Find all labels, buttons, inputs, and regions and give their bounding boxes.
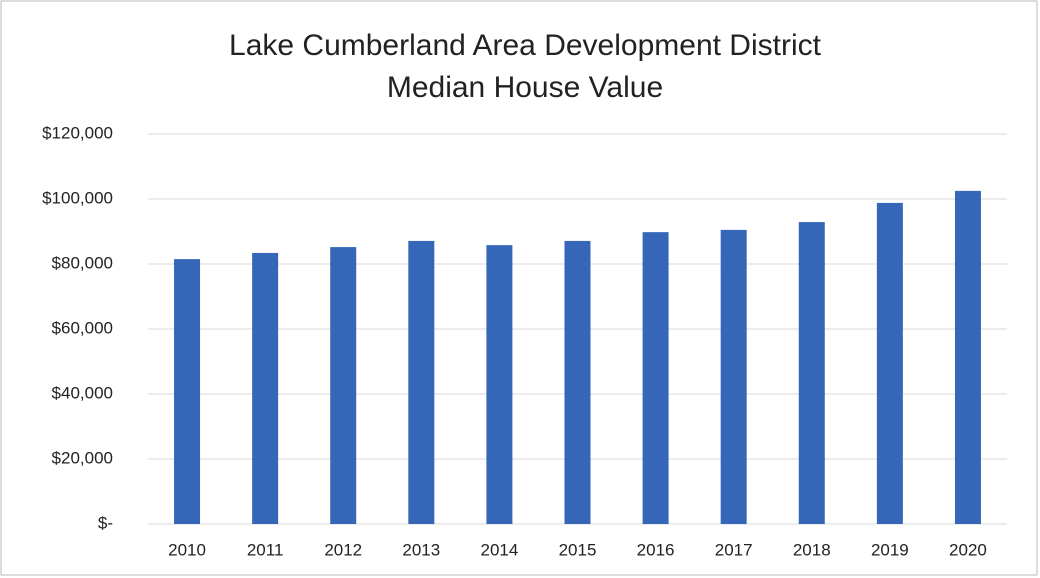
x-tick-label: 2014 [480,540,518,559]
bar [486,245,513,524]
x-tick-label: 2015 [559,540,597,559]
y-tick-label: $40,000 [52,383,113,402]
x-tick-label: 2016 [637,540,675,559]
bar [408,240,435,525]
y-tick-label: $100,000 [42,188,113,207]
x-tick-label: 2011 [247,540,284,559]
bar [330,247,357,524]
y-tick-label: $20,000 [52,448,113,467]
x-tick-label: 2013 [402,540,440,559]
x-tick-label: 2018 [793,540,831,559]
y-tick-label: $- [98,513,113,532]
x-tick-label: 2019 [871,540,909,559]
bar [954,190,981,524]
bar [174,259,201,524]
y-tick-label: $60,000 [52,318,113,337]
bar [252,252,279,524]
bar [720,229,747,524]
chart-title: Lake Cumberland Area Development Distric… [229,29,822,62]
bar [876,202,903,524]
bar [642,232,669,524]
x-tick-label: 2020 [949,540,987,559]
x-tick-label: 2012 [324,540,362,559]
chart-title: Median House Value [387,71,663,104]
bar [564,240,591,525]
x-tick-label: 2017 [715,540,753,559]
bar [798,222,825,524]
x-tick-label: 2010 [168,540,206,559]
y-tick-label: $120,000 [42,123,113,142]
y-tick-label: $80,000 [52,253,113,272]
